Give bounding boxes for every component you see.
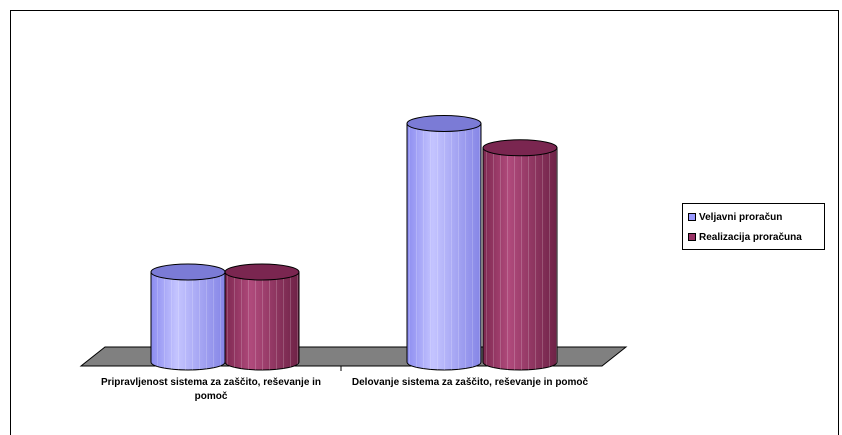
- bar-veljavni-0: [150, 263, 226, 371]
- category-label-line: pomoč: [194, 391, 228, 402]
- bar-veljavni-1: [406, 115, 482, 371]
- bar-realizacija-0: [224, 263, 300, 371]
- bar-realizacija-1: [482, 139, 558, 371]
- legend-swatch-realizacija: [688, 233, 696, 241]
- category-label-line: Pripravljenost sistema za zaščito, rešev…: [100, 377, 322, 388]
- legend-item-veljavni: Veljavni proračun: [688, 208, 820, 226]
- category-label-line: Delovanje sistema za zaščito, reševanje …: [351, 377, 589, 388]
- legend-label-veljavni: Veljavni proračun: [699, 211, 783, 223]
- bars-layer: [150, 115, 558, 371]
- legend-swatch-veljavni: [688, 213, 696, 221]
- chart-frame: [10, 10, 839, 435]
- category-label-1: Delovanje sistema za zaščito, reševanje …: [335, 376, 605, 390]
- category-label-0: Pripravljenost sistema za zaščito, rešev…: [76, 376, 346, 404]
- legend: Veljavni proračun Realizacija proračuna: [682, 203, 825, 250]
- legend-item-realizacija: Realizacija proračuna: [688, 228, 820, 246]
- legend-label-realizacija: Realizacija proračuna: [699, 231, 802, 243]
